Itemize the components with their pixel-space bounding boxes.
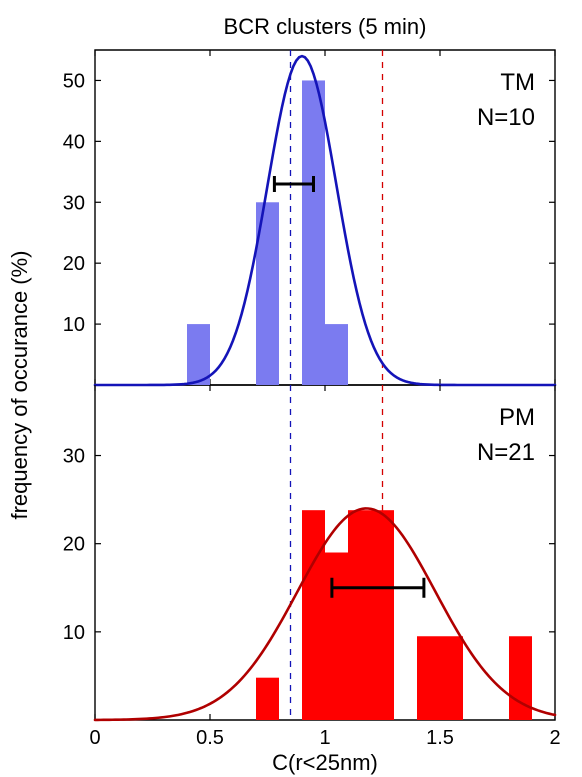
bar <box>440 636 463 720</box>
ytick-label: 40 <box>63 131 85 153</box>
ytick-label: 50 <box>63 70 85 92</box>
bar <box>302 80 325 385</box>
bar <box>348 510 371 720</box>
xtick-label: 2 <box>549 727 560 749</box>
x-axis-label: C(r<25nm) <box>272 750 378 775</box>
y-axis-label: frequency of occurance (%) <box>7 250 32 519</box>
xtick-label: 0 <box>89 727 100 749</box>
ytick-label: 30 <box>63 446 85 468</box>
bar <box>325 324 348 385</box>
ytick-label: 30 <box>63 192 85 214</box>
bar <box>417 636 440 720</box>
series-label: TM <box>500 69 535 96</box>
bar <box>256 678 279 720</box>
series-label: PM <box>499 404 535 431</box>
xtick-label: 1.5 <box>426 727 454 749</box>
xtick-label: 0.5 <box>196 727 224 749</box>
ytick-label: 20 <box>63 534 85 556</box>
bar <box>187 324 210 385</box>
n-label: N=21 <box>477 439 535 466</box>
ytick-label: 10 <box>63 314 85 336</box>
ytick-label: 10 <box>63 622 85 644</box>
xtick-label: 1 <box>319 727 330 749</box>
n-label: N=10 <box>477 104 535 131</box>
bar <box>302 510 325 720</box>
ytick-label: 20 <box>63 253 85 275</box>
bar <box>325 553 348 721</box>
chart-title: BCR clusters (5 min) <box>224 14 427 39</box>
bar <box>371 510 394 720</box>
